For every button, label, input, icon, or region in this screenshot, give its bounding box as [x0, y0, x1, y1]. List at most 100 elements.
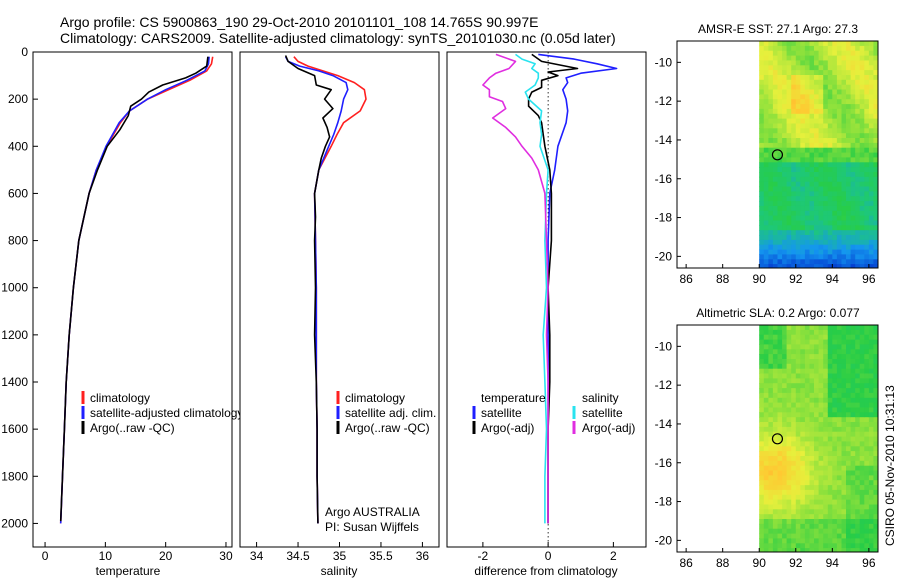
map-cell [777, 363, 783, 370]
map-cell [786, 205, 792, 212]
map-cell [777, 378, 783, 384]
map-cell [763, 142, 769, 149]
map-cell [814, 504, 820, 510]
map-cell [763, 45, 769, 52]
map-cell [841, 215, 847, 221]
map-cell [873, 470, 879, 476]
title-line-2: Climatology: CARS2009. Satellite-adjuste… [60, 30, 616, 46]
map-cell [846, 215, 852, 221]
map-cell [832, 509, 838, 515]
map-cell [772, 383, 778, 389]
map-cell [786, 210, 792, 217]
map-cell [791, 249, 797, 255]
map-cell [814, 201, 820, 207]
map-cell [814, 456, 820, 462]
map-cell [836, 412, 842, 418]
map-cell [759, 191, 765, 197]
map-cell [818, 157, 824, 163]
map-cell [836, 176, 842, 183]
map-cell [800, 514, 806, 520]
map-cell [873, 157, 879, 163]
map-cell [864, 55, 870, 61]
map-cell [809, 205, 815, 212]
map-cell [800, 485, 806, 491]
map-cell [791, 368, 797, 375]
map-cell [841, 176, 847, 183]
map-cell [763, 441, 769, 447]
map-cell [795, 519, 801, 525]
map-cell [864, 514, 870, 520]
map-cell [823, 41, 829, 47]
map-cell [786, 225, 792, 231]
map-cell [763, 519, 769, 525]
map-cell [823, 70, 829, 76]
map-cell [873, 191, 879, 197]
map-cell [868, 244, 874, 251]
map-cell [859, 70, 865, 76]
map-cell [864, 504, 870, 510]
map-cell [772, 215, 778, 221]
map-cell [809, 157, 815, 163]
map-cell [763, 254, 769, 260]
map-cell [763, 244, 769, 251]
map-cell [864, 329, 870, 336]
map-cell [850, 519, 856, 525]
map-cell [850, 75, 856, 81]
map-cell [868, 329, 874, 336]
map-cell [846, 363, 852, 370]
map-cell [841, 89, 847, 95]
map-cell [768, 172, 774, 178]
map-cell [836, 55, 842, 61]
map-cell [772, 99, 778, 105]
map-cell [772, 210, 778, 217]
lat-tick-label: -10 [655, 55, 673, 69]
map-cell [804, 138, 810, 144]
map-cell [823, 514, 829, 520]
map-cell [759, 475, 765, 481]
map-cell [782, 205, 788, 212]
map-cell [859, 354, 865, 360]
map-cell [795, 329, 801, 336]
map-cell [795, 186, 801, 192]
map-cell [864, 249, 870, 255]
map-cell [814, 108, 820, 115]
map-cell [859, 162, 865, 168]
map-cell [868, 254, 874, 260]
map-cell [823, 123, 829, 129]
map-cell [795, 523, 801, 530]
lon-tick-label: 92 [789, 272, 803, 286]
map-cell [809, 65, 815, 71]
map-cell [782, 407, 788, 413]
map-cell [832, 475, 838, 481]
map-cell [864, 191, 870, 197]
map-cell [836, 397, 842, 404]
map-cell [864, 426, 870, 433]
map-cell [818, 446, 824, 452]
map-cell [804, 436, 810, 442]
map-cell [768, 363, 774, 370]
map-cell [786, 230, 792, 236]
map-cell [832, 533, 838, 539]
map-cell [827, 441, 833, 447]
map-cell [763, 225, 769, 231]
map-cell [768, 264, 774, 269]
map-cell [841, 181, 847, 188]
map-cell [855, 392, 861, 399]
map-cell [809, 191, 815, 197]
map-cell [768, 162, 774, 168]
map-cell [850, 123, 856, 129]
map-cell [850, 543, 856, 549]
map-cell [836, 446, 842, 452]
map-cell [777, 215, 783, 221]
map-cell [859, 254, 865, 260]
map-cell [809, 75, 815, 81]
map-cell [763, 249, 769, 255]
map-cell [759, 201, 765, 207]
map-cell [832, 499, 838, 505]
map-cell [823, 172, 829, 178]
map-cell [868, 543, 874, 549]
map-cell [768, 205, 774, 212]
map-cell [800, 533, 806, 539]
map-cell [791, 344, 797, 350]
map-cell [850, 349, 856, 355]
